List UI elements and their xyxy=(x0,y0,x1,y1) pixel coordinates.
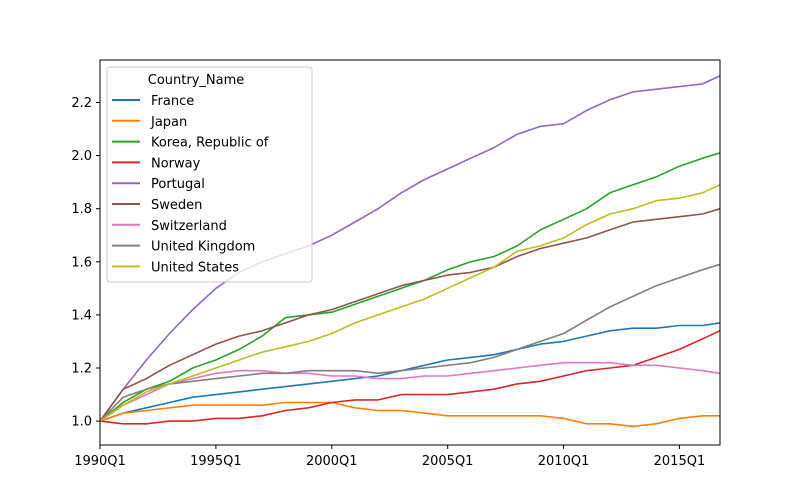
legend-label: United Kingdom xyxy=(151,240,255,255)
y-tick-label: 1.6 xyxy=(71,255,92,270)
series-line-portugal xyxy=(99,75,721,422)
legend-label: United States xyxy=(151,260,239,275)
legend-label: France xyxy=(151,94,194,109)
series-line-france xyxy=(99,322,721,422)
legend-label: Sweden xyxy=(151,198,202,213)
y-tick-label: 1.2 xyxy=(71,362,92,377)
plot-area-frame xyxy=(99,59,721,446)
series-line-united-kingdom xyxy=(99,263,721,422)
legend-box xyxy=(106,66,313,283)
legend-label: Norway xyxy=(151,156,201,171)
x-tick-label: 2015Q1 xyxy=(654,454,706,469)
x-tick-label: 2010Q1 xyxy=(538,454,590,469)
series-line-norway xyxy=(99,330,721,425)
y-tick-label: 2.2 xyxy=(71,96,92,111)
series-line-switzerland xyxy=(99,361,721,422)
series-line-japan xyxy=(99,401,720,428)
x-tick-label: 1990Q1 xyxy=(74,454,126,469)
y-tick-label: 1.4 xyxy=(71,308,92,323)
x-tick-label: 2000Q1 xyxy=(306,454,358,469)
legend-label: Japan xyxy=(150,115,187,130)
y-tick-label: 1.0 xyxy=(71,415,92,430)
legend-title: Country_Name xyxy=(148,73,245,88)
legend: Country_Name France Japan Korea, Republic … xyxy=(106,66,313,283)
x-tick-label: 2005Q1 xyxy=(422,454,474,469)
series-layer xyxy=(99,75,721,428)
legend-label: Korea, Republic of xyxy=(151,136,269,151)
legend-label: Switzerland xyxy=(151,219,227,234)
legend-label: Portugal xyxy=(151,177,205,192)
series-line-united-states xyxy=(99,184,721,422)
x-tick-label: 1995Q1 xyxy=(190,454,242,469)
series-line-korea-republic-of xyxy=(99,152,721,422)
y-tick-label: 2.0 xyxy=(71,149,92,164)
x-axis: 1990Q1 1995Q1 2000Q1 2005Q1 2010Q1 2015Q1 xyxy=(74,445,705,469)
series-line-sweden xyxy=(99,207,721,422)
y-tick-label: 1.8 xyxy=(71,202,92,217)
y-axis: 1.0 1.2 1.4 1.6 1.8 2.0 2.2 xyxy=(71,96,100,430)
